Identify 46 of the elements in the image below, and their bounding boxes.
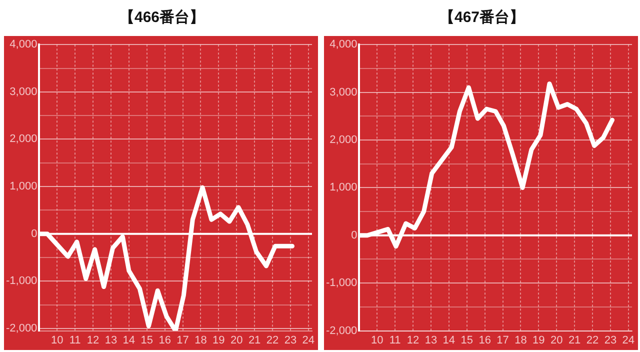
y-tick-label: -1,000	[326, 277, 358, 290]
x-tick-label: 17	[496, 334, 509, 346]
x-tick-label: 19	[212, 334, 225, 346]
x-tick-label: 24	[302, 334, 315, 346]
x-tick-label: 23	[284, 334, 297, 346]
y-tick-label: -1,000	[6, 275, 38, 288]
x-tick-label: 21	[568, 334, 581, 346]
x-tick-label: 13	[424, 334, 438, 346]
y-tick-label: 1,000	[330, 182, 358, 194]
x-tick-label: 14	[122, 334, 136, 346]
x-tick-label: 10	[371, 334, 384, 346]
x-tick-label: 15	[140, 334, 154, 346]
y-tick-label: 2,000	[10, 133, 38, 146]
x-tick-label: 15	[460, 334, 474, 346]
x-tick-label: 21	[248, 334, 261, 346]
y-tick-label: 0	[351, 229, 358, 242]
x-tick-label: 20	[550, 334, 563, 346]
x-tick-label: 12	[86, 334, 100, 346]
y-tick-label: 4,000	[330, 38, 358, 51]
x-tick-label: 18	[194, 334, 207, 346]
x-tick-label: 16	[478, 334, 491, 346]
x-tick-label: 16	[158, 334, 171, 346]
x-tick-label: 24	[622, 334, 635, 346]
x-tick-label: 19	[532, 334, 545, 346]
chart-title: 【466番台】	[118, 8, 206, 28]
x-tick-label: 22	[266, 334, 279, 346]
y-tick-label: 1,000	[10, 180, 38, 193]
x-tick-label: 22	[586, 334, 599, 346]
y-tick-label: 0	[31, 228, 38, 240]
x-tick-label: 17	[176, 334, 189, 346]
x-tick-label: 14	[442, 334, 456, 346]
x-tick-label: 20	[230, 334, 243, 346]
x-tick-label: 18	[514, 334, 527, 346]
y-tick-label: 3,000	[330, 86, 358, 98]
y-tick-label: 4,000	[10, 38, 38, 51]
x-tick-label: 23	[604, 334, 617, 346]
x-tick-label: 11	[389, 334, 401, 346]
x-tick-label: 12	[406, 334, 420, 346]
y-tick-label: -2,000	[6, 322, 38, 334]
x-tick-label: 13	[104, 334, 118, 346]
x-tick-label: 11	[69, 334, 81, 346]
chart-title: 【467番台】	[438, 8, 526, 28]
y-tick-label: -2,000	[326, 324, 358, 337]
y-tick-label: 2,000	[330, 134, 358, 146]
x-tick-label: 10	[51, 334, 64, 346]
y-tick-label: 3,000	[10, 86, 38, 98]
